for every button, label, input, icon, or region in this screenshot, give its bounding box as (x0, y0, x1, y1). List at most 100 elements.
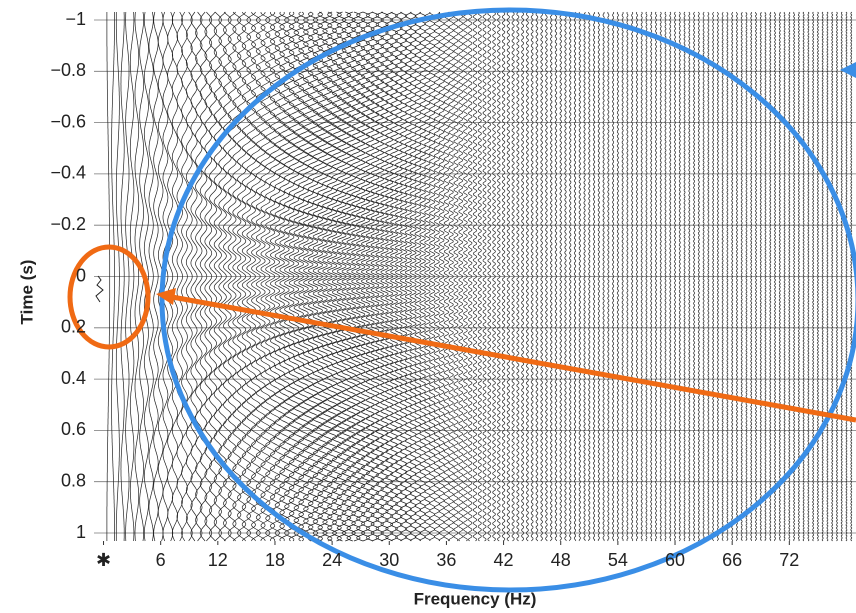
y-tick-label: −0.6 (50, 111, 86, 131)
trace (626, 11, 629, 542)
x-tick-label: 18 (265, 550, 285, 570)
arrow (171, 294, 856, 423)
x-tick-label: 12 (208, 550, 228, 570)
trace (125, 12, 130, 541)
trace (521, 11, 525, 542)
trace (360, 11, 371, 542)
highlight-ellipse (159, 7, 856, 593)
trace (227, 11, 237, 542)
trace (218, 11, 227, 542)
trace (816, 11, 819, 542)
trace (826, 11, 829, 542)
x-tick-label: 54 (608, 550, 628, 570)
trace (327, 11, 338, 542)
x-tick-label: 60 (665, 550, 685, 570)
trace (298, 11, 309, 542)
trace (153, 11, 159, 542)
trace (655, 11, 657, 542)
trace (602, 11, 605, 542)
trace (797, 11, 800, 542)
trace (516, 11, 520, 542)
trace (631, 11, 634, 542)
trace (559, 11, 563, 542)
y-tick-label: 0.8 (61, 470, 86, 490)
y-tick-label: −0.2 (50, 214, 86, 234)
trace (312, 11, 324, 542)
trace (496, 11, 501, 542)
trace (788, 11, 791, 542)
trace (840, 11, 843, 542)
trace (616, 11, 619, 542)
trace (778, 11, 781, 542)
trace (659, 11, 662, 542)
trace (472, 11, 478, 542)
trace (195, 11, 203, 542)
trace (162, 11, 169, 542)
trace (635, 11, 638, 542)
trace (199, 11, 208, 542)
trace (593, 11, 596, 542)
trace (487, 11, 492, 542)
trace (831, 11, 834, 542)
trace (346, 11, 357, 542)
trace (650, 11, 653, 542)
trace (336, 11, 347, 542)
trace (293, 11, 305, 542)
trace (731, 11, 734, 542)
trace (697, 11, 700, 542)
trace (745, 11, 748, 542)
trace (492, 11, 496, 542)
trace (443, 11, 450, 542)
trace (564, 11, 567, 542)
trace (530, 11, 534, 542)
trace (260, 12, 271, 541)
trace (540, 11, 543, 542)
trace (458, 11, 464, 542)
trace (409, 11, 417, 542)
trace (380, 11, 389, 542)
trace (754, 12, 758, 541)
trace (678, 11, 681, 542)
x-tick-label: 66 (722, 550, 742, 570)
trace (578, 11, 581, 542)
trace (414, 11, 422, 542)
trace (688, 11, 691, 542)
trace (288, 11, 300, 542)
trace (812, 11, 815, 542)
trace (120, 12, 125, 541)
trace (433, 11, 440, 542)
trace (850, 11, 853, 542)
trace (453, 11, 459, 542)
trace (303, 11, 314, 542)
trace (185, 11, 193, 542)
trace (621, 11, 624, 542)
trace (190, 11, 198, 542)
x-tick-label: 24 (322, 550, 342, 570)
trace (773, 11, 777, 542)
trace (274, 11, 285, 542)
trace (429, 11, 436, 542)
trace (394, 11, 403, 542)
trace (793, 11, 796, 542)
x-tick-label: 36 (436, 550, 456, 570)
trace (716, 11, 719, 542)
trace (365, 11, 375, 542)
trace (612, 11, 615, 542)
trace (545, 11, 548, 542)
x-tick-label: 42 (494, 550, 514, 570)
trace (204, 11, 213, 542)
trace (317, 11, 328, 542)
trace (424, 12, 431, 541)
y-tick-label: −1 (65, 9, 86, 29)
trace (583, 11, 586, 542)
y-tick-label: 1 (76, 522, 86, 542)
trace (143, 11, 149, 542)
trace (111, 12, 115, 541)
trace (707, 11, 710, 542)
trace (569, 11, 572, 542)
y-tick-label: −0.4 (50, 163, 86, 183)
x-tick-label: 72 (779, 550, 799, 570)
trace (693, 11, 696, 542)
trace (525, 11, 529, 542)
